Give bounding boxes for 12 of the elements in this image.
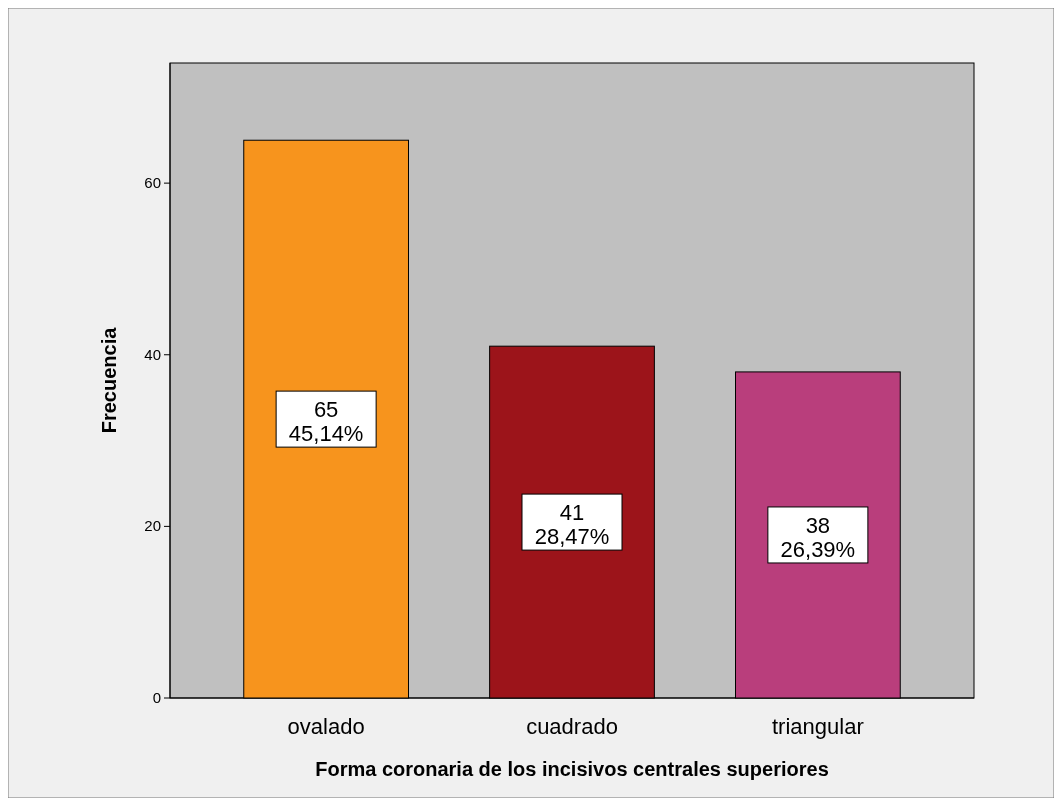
data-label: 41 28,47%	[534, 500, 610, 550]
y-axis-title: Frecuencia	[98, 326, 120, 434]
y-tick-label: 20	[144, 517, 161, 535]
data-label: 65 45,14%	[288, 397, 364, 447]
y-tick-label: 60	[144, 174, 161, 192]
x-tick-label: triangular	[772, 714, 864, 739]
data-label: 38 26,39%	[780, 512, 856, 562]
y-tick-label: 0	[152, 689, 161, 706]
x-axis-title: Forma coronaria de los incisivos centrales superiores	[315, 758, 829, 780]
y-tick-label: 40	[144, 345, 161, 363]
x-tick-label: ovalado	[287, 714, 365, 739]
x-tick-label: cuadrado	[526, 714, 618, 739]
